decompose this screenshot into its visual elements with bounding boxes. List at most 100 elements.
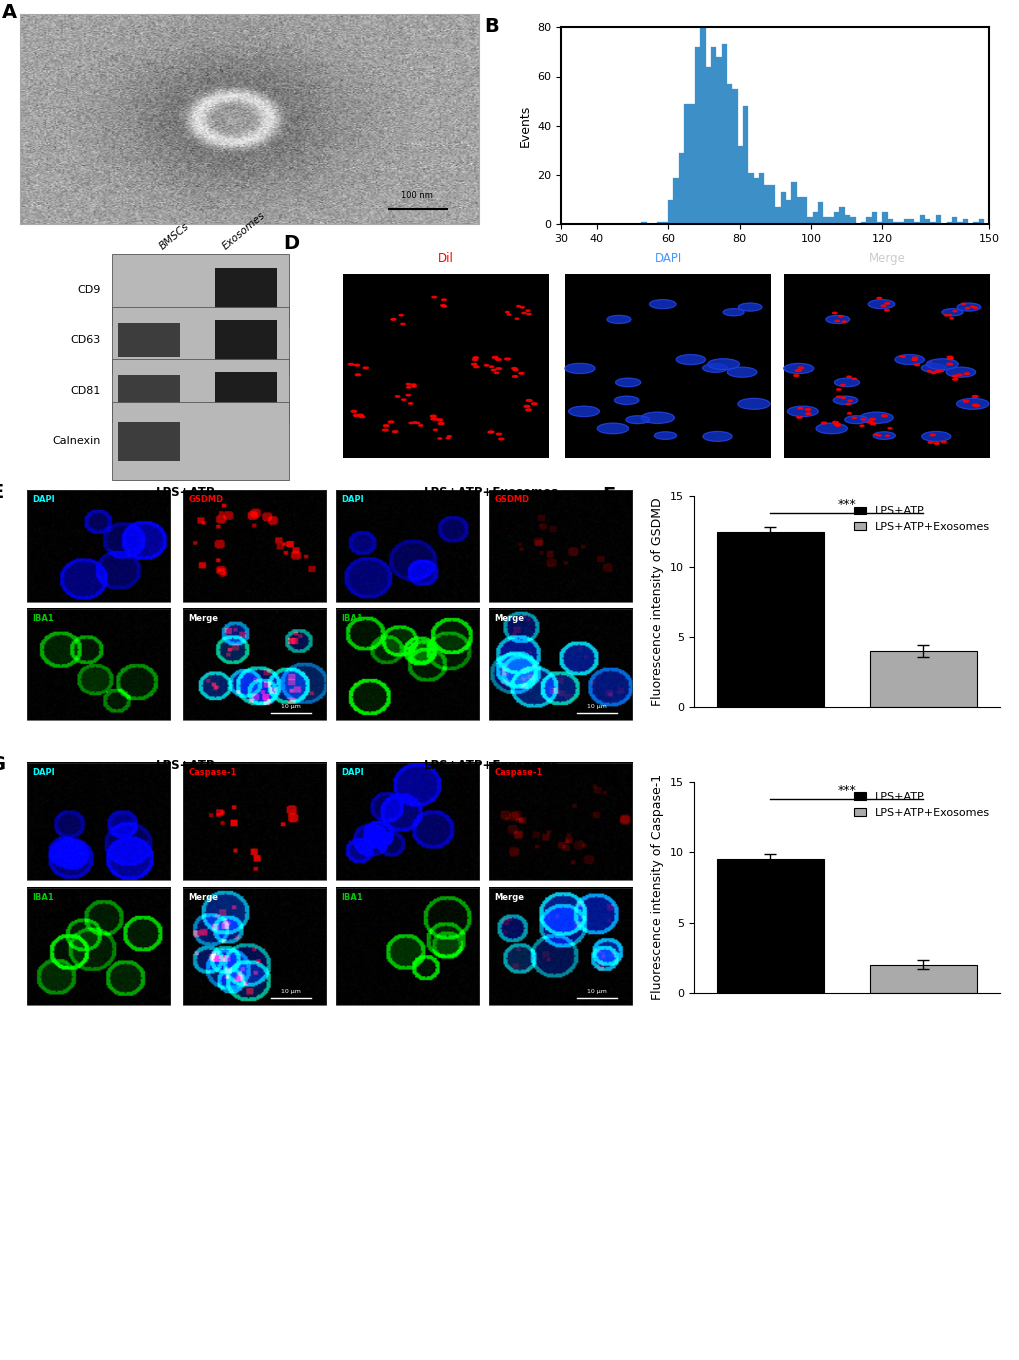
Bar — [780, 192, 786, 224]
Bar — [784, 273, 988, 458]
Circle shape — [504, 358, 510, 360]
Bar — [700, 0, 705, 224]
Circle shape — [973, 405, 979, 407]
Circle shape — [413, 422, 417, 423]
Circle shape — [846, 375, 851, 378]
Bar — [657, 222, 662, 224]
Bar — [924, 219, 929, 224]
Circle shape — [963, 373, 968, 374]
Circle shape — [491, 369, 495, 371]
Bar — [881, 212, 887, 224]
Circle shape — [474, 366, 479, 367]
Circle shape — [737, 398, 769, 409]
Circle shape — [722, 309, 743, 316]
Circle shape — [615, 378, 640, 386]
Circle shape — [438, 423, 443, 424]
Text: IBA1: IBA1 — [33, 894, 54, 902]
Bar — [26, 609, 170, 721]
Text: 10 μm: 10 μm — [280, 989, 301, 994]
Circle shape — [894, 355, 923, 364]
Circle shape — [407, 386, 411, 388]
Circle shape — [406, 384, 411, 385]
Circle shape — [937, 370, 943, 371]
Circle shape — [412, 386, 416, 388]
Circle shape — [912, 358, 917, 359]
Circle shape — [844, 416, 867, 423]
Circle shape — [946, 367, 975, 377]
Bar — [488, 609, 632, 721]
Bar — [865, 218, 871, 224]
Text: LPS+ATP: LPS+ATP — [156, 759, 215, 771]
Circle shape — [597, 423, 628, 434]
Circle shape — [841, 397, 845, 398]
Text: LPS+ATP+Exosomes: LPS+ATP+Exosomes — [424, 759, 558, 771]
Circle shape — [400, 324, 405, 325]
Text: B: B — [483, 18, 498, 37]
Circle shape — [471, 363, 476, 364]
Circle shape — [836, 389, 841, 390]
Circle shape — [415, 422, 419, 424]
Bar — [710, 48, 715, 224]
Bar — [565, 273, 770, 458]
Bar — [876, 222, 881, 224]
Bar — [667, 200, 673, 224]
Circle shape — [626, 416, 649, 423]
Circle shape — [876, 298, 880, 299]
Circle shape — [952, 375, 957, 377]
Circle shape — [852, 418, 856, 419]
Circle shape — [836, 396, 841, 397]
Bar — [951, 218, 957, 224]
Text: ***: *** — [837, 498, 855, 511]
Circle shape — [880, 305, 886, 306]
Bar — [822, 218, 828, 224]
Text: Merge: Merge — [189, 613, 218, 623]
Circle shape — [513, 369, 518, 371]
Circle shape — [941, 441, 946, 443]
Circle shape — [526, 310, 530, 311]
Text: Merge: Merge — [494, 894, 524, 902]
Bar — [214, 371, 277, 409]
Circle shape — [846, 404, 850, 405]
Bar — [978, 219, 983, 224]
Text: IBA1: IBA1 — [33, 613, 54, 623]
Circle shape — [920, 363, 946, 373]
Bar — [335, 888, 479, 1005]
Text: F: F — [601, 486, 614, 505]
Circle shape — [859, 426, 863, 427]
Text: CD81: CD81 — [70, 386, 100, 396]
Circle shape — [522, 313, 526, 314]
Circle shape — [568, 407, 599, 416]
Bar — [988, 222, 994, 224]
Text: 10 μm: 10 μm — [586, 704, 606, 710]
Circle shape — [933, 442, 938, 445]
Text: GSDMD: GSDMD — [189, 495, 223, 505]
Bar — [812, 212, 817, 224]
Bar — [182, 490, 326, 601]
Bar — [488, 763, 632, 880]
Bar — [705, 67, 710, 224]
Circle shape — [956, 398, 987, 409]
Circle shape — [727, 367, 756, 377]
Circle shape — [883, 310, 889, 311]
Bar — [839, 207, 844, 224]
Text: H: H — [601, 771, 618, 790]
Circle shape — [956, 303, 979, 311]
Bar — [694, 48, 700, 224]
Text: Caspase-1: Caspase-1 — [189, 767, 236, 777]
Bar — [898, 222, 903, 224]
Y-axis label: Fluorescence intensity of Caspase-1: Fluorescence intensity of Caspase-1 — [651, 774, 663, 1001]
Circle shape — [418, 424, 422, 426]
Circle shape — [406, 394, 410, 396]
Circle shape — [797, 408, 802, 409]
Circle shape — [487, 431, 492, 432]
Bar — [26, 888, 170, 1005]
Circle shape — [531, 403, 537, 405]
Circle shape — [832, 422, 838, 423]
Circle shape — [952, 378, 957, 381]
Circle shape — [946, 363, 952, 364]
Circle shape — [484, 364, 488, 366]
Text: IBA1: IBA1 — [341, 613, 363, 623]
Bar — [335, 609, 479, 721]
Circle shape — [961, 303, 965, 305]
Circle shape — [911, 359, 916, 360]
